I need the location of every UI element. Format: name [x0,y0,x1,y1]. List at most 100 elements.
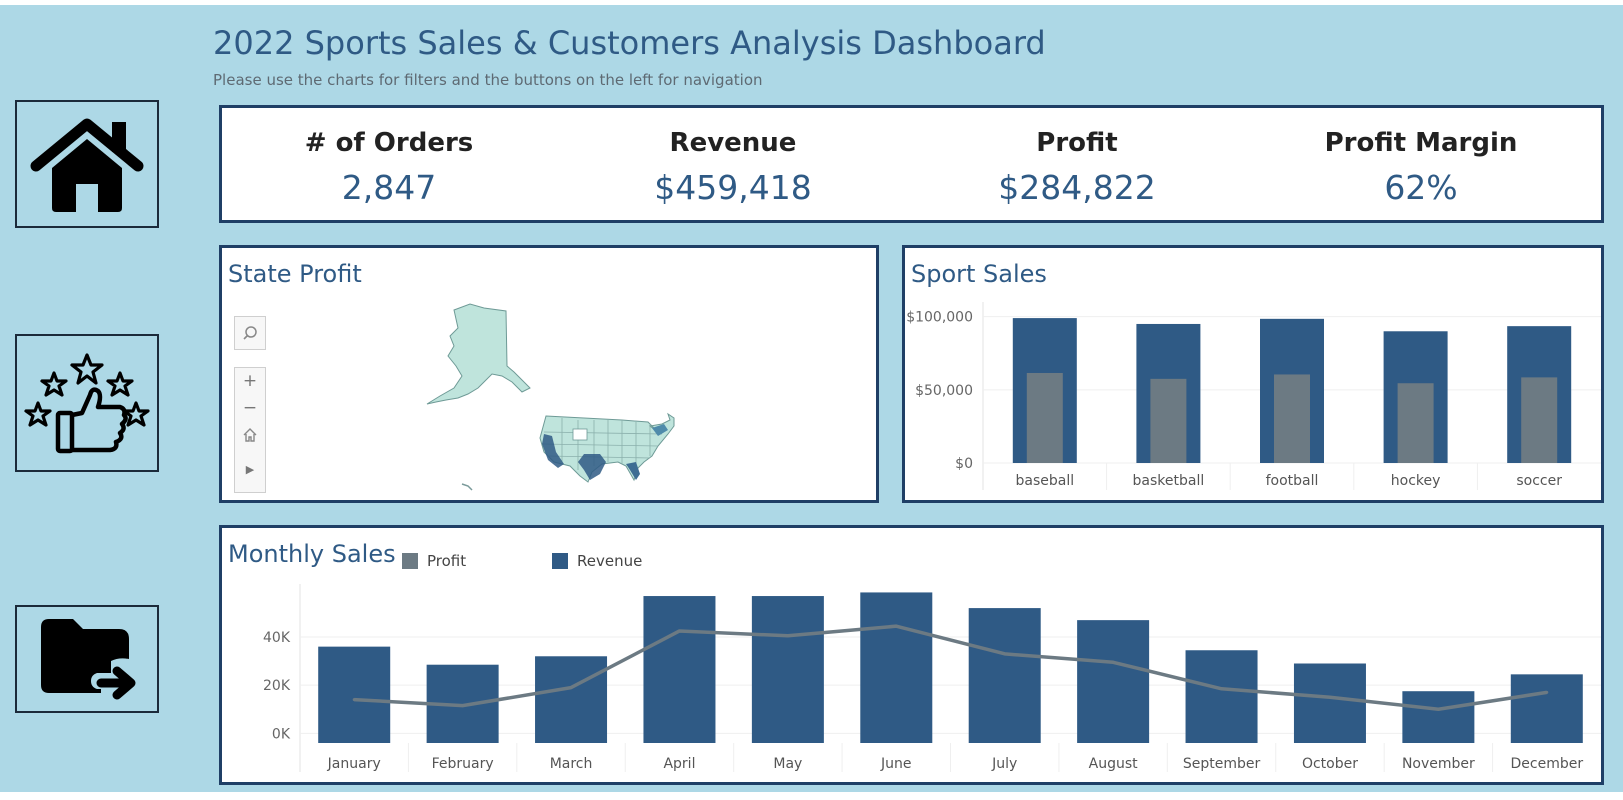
state-new-york [652,424,668,436]
profit-point[interactable] [1003,652,1007,656]
y-tick-label: 0K [272,726,291,742]
page-title: 2022 Sports Sales & Customers Analysis D… [213,24,1046,62]
kpi-label: Revenue [669,128,797,158]
zoom-in-icon[interactable]: + [242,371,258,391]
x-tick-label: January [327,756,381,772]
map-zoom-toolbar: + − ▶ [234,367,266,493]
kpi-value: 2,847 [341,168,437,207]
play-icon[interactable]: ▶ [245,463,255,476]
x-tick-label: December [1510,756,1583,772]
state-alaska [426,303,531,405]
profit-point[interactable] [1436,707,1440,711]
profit-point[interactable] [894,624,898,628]
kpi-profit: Profit $284,822 [910,108,1244,207]
profit-point[interactable] [1328,695,1332,699]
kpi-label: Profit Margin [1324,128,1518,158]
export-nav-button[interactable] [15,605,159,713]
search-icon [243,326,257,340]
top-edge [0,0,1623,5]
revenue-bar[interactable] [535,656,608,743]
legend-revenue[interactable]: Revenue [552,552,642,570]
kpi-panel: # of Orders 2,847 Revenue $459,418 Profi… [219,105,1604,223]
x-tick-label: August [1089,756,1139,772]
kpi-value: $459,418 [654,168,812,207]
profit-point[interactable] [786,634,790,638]
state-california [542,434,564,468]
map-search-tool[interactable] [234,316,266,350]
kpi-profit-margin: Profit Margin 62% [1254,108,1588,207]
x-tick-label: May [773,756,802,772]
legend-swatch [402,553,418,569]
x-tick-label: hockey [1391,473,1441,489]
panel-title: Monthly Sales [228,540,396,568]
revenue-bar[interactable] [1185,650,1258,743]
revenue-bar[interactable] [643,596,716,743]
kpi-orders: # of Orders 2,847 [222,108,556,207]
panel-title: Sport Sales [911,260,1047,288]
revenue-bar[interactable] [1402,691,1475,743]
bottom-edge [0,792,1623,800]
reviews-nav-button[interactable] [15,334,159,472]
y-tick-label: $0 [955,456,973,472]
x-tick-label: July [991,756,1017,772]
legend-label: Profit [427,552,467,570]
profit-point[interactable] [352,698,356,702]
x-tick-label: April [663,756,695,772]
y-tick-label: 40K [263,630,291,646]
state-texas [578,454,606,480]
legend-profit[interactable]: Profit [402,552,466,570]
sport-sales-chart[interactable]: $0 $50,000 $100,000 baseball basketball footb… [905,248,1601,500]
state-colorado [572,428,588,441]
sport-sales-panel: Sport Sales $0 $50,000 $100,000 baseball bas… [902,245,1604,503]
revenue-bar[interactable] [860,592,933,743]
profit-point[interactable] [1111,660,1115,664]
x-tick-label: football [1266,473,1319,489]
monthly-sales-chart[interactable]: 0K 20K 40K January February March April May June… [222,528,1601,782]
kpi-label: # of Orders [304,128,474,158]
state-florida [626,462,640,480]
map-home-button[interactable] [235,422,265,449]
y-tick-label: 20K [263,678,291,694]
profit-bar[interactable] [1150,378,1187,463]
revenue-bar[interactable] [318,646,391,743]
profit-point[interactable] [461,704,465,708]
x-tick-label: March [550,756,593,772]
zoom-out-icon[interactable]: − [242,398,258,418]
panel-title: State Profit [228,260,362,288]
state-hawaii [461,483,473,491]
profit-bar[interactable] [1521,377,1558,463]
profit-bar[interactable] [1274,374,1310,463]
us-map[interactable] [222,248,876,500]
profit-bar[interactable] [1026,372,1063,463]
profit-point[interactable] [1545,690,1549,694]
x-tick-label: basketball [1133,473,1205,489]
x-tick-label: November [1402,756,1475,772]
page-subtitle: Please use the charts for filters and th… [213,71,763,89]
kpi-label: Profit [1036,128,1118,158]
y-tick-label: $50,000 [915,383,973,399]
revenue-bar[interactable] [1293,663,1366,744]
profit-point[interactable] [1220,687,1224,691]
profit-bar[interactable] [1397,383,1434,463]
legend-swatch [552,553,568,569]
thumbs-up-stars-icon [24,353,150,454]
revenue-bar[interactable] [1077,620,1150,743]
x-tick-label: baseball [1015,473,1074,489]
legend-label: Revenue [577,552,643,570]
revenue-bar[interactable] [1510,674,1583,743]
home-nav-button[interactable] [15,100,159,228]
revenue-bar[interactable] [751,596,824,743]
profit-point[interactable] [677,629,681,633]
revenue-bar[interactable] [968,608,1041,743]
home-icon [30,118,144,212]
kpi-value: $284,822 [998,168,1156,207]
x-tick-label: June [880,756,912,772]
monthly-sales-panel: Monthly Sales Profit Revenue 0K 20K 40K Jan… [219,525,1604,785]
kpi-revenue: Revenue $459,418 [566,108,900,207]
x-tick-label: September [1183,756,1261,772]
profit-point[interactable] [569,686,573,690]
state-profit-panel: State Profit + − ▶ [219,245,879,503]
x-tick-label: soccer [1516,473,1562,489]
state-contiguous [539,412,675,483]
home-icon [243,428,257,442]
